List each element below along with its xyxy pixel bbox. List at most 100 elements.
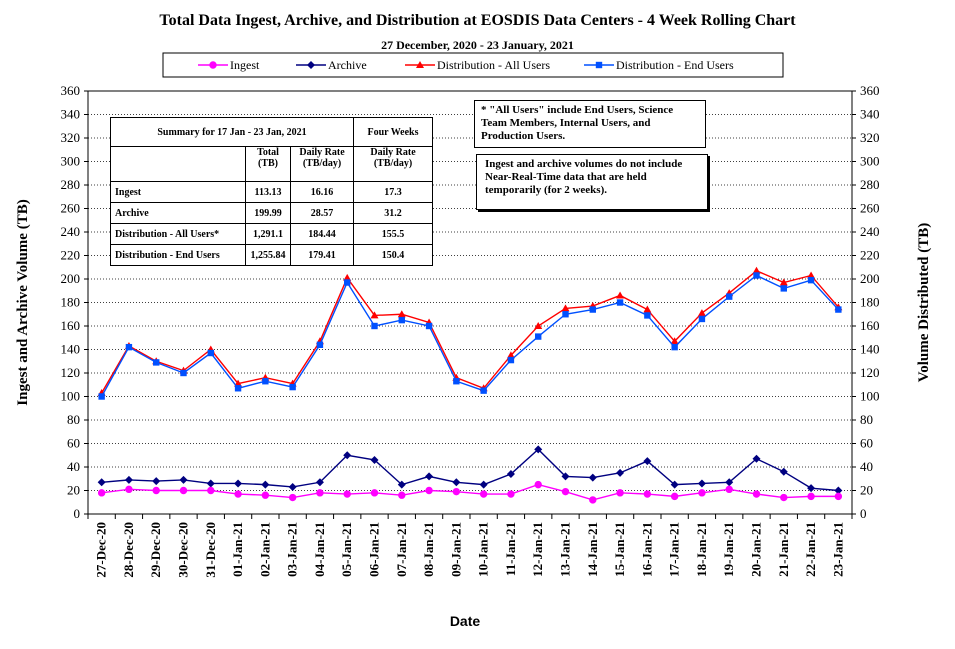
data-point-ingest [179, 486, 188, 495]
data-point-archive [643, 457, 652, 466]
cell-daily: 16.16 [290, 181, 354, 203]
row-label-dist-end: Distribution - End Users [110, 244, 246, 266]
y-tick-label-right: 240 [860, 224, 880, 239]
data-point-distribution-end-users [289, 383, 296, 391]
data-point-ingest [807, 492, 815, 501]
cell-total: 199.99 [245, 202, 291, 224]
x-tick-label: 05-Jan-21 [339, 522, 354, 577]
data-point-ingest [370, 489, 379, 497]
data-point-distribution-end-users [180, 369, 187, 377]
data-point-distribution-end-users [726, 293, 733, 300]
y-tick-label-left: 200 [61, 271, 81, 286]
y-tick-label-right: 180 [860, 295, 880, 310]
legend: Ingest Archive Distribution - All Users Dis… [162, 52, 784, 78]
y-tick-label-right: 280 [860, 177, 880, 192]
data-point-archive [779, 467, 788, 476]
data-point-distribution-end-users [780, 285, 787, 292]
data-point-ingest [834, 492, 843, 501]
series-ingest [97, 480, 843, 504]
y-tick-label-left: 60 [67, 436, 80, 451]
data-point-archive [807, 484, 816, 493]
cell-total: 1,255.84 [245, 244, 291, 266]
data-point-archive [506, 470, 515, 479]
data-point-archive [670, 480, 679, 489]
data-point-archive [752, 454, 761, 463]
y-axis-label-left: Ingest and Archive Volume (TB) [15, 199, 31, 405]
data-point-distribution-all-users [643, 305, 652, 313]
y-tick-label-left: 40 [67, 459, 80, 474]
data-point-distribution-end-users [480, 387, 487, 394]
cell-total: 1,291.1 [245, 223, 291, 245]
y-tick-label-right: 20 [860, 483, 873, 498]
data-point-ingest [343, 490, 351, 498]
x-tick-label: 21-Jan-21 [776, 522, 791, 577]
cell-daily: 28.57 [290, 202, 354, 224]
data-point-ingest [752, 490, 761, 498]
data-point-distribution-all-users [697, 309, 706, 317]
legend-marker-archive [307, 61, 315, 69]
data-point-archive [534, 445, 543, 454]
y-tick-label-right: 300 [860, 154, 880, 169]
legend-marker-distribution-end-users [595, 61, 603, 69]
y-tick-label-left: 160 [61, 318, 81, 333]
data-point-ingest [125, 485, 133, 494]
data-point-ingest [643, 490, 652, 498]
x-tick-label: 20-Jan-21 [749, 522, 764, 577]
y-tick-label-left: 180 [61, 295, 81, 310]
col-daily-header: Daily Rate (TB/day) [290, 146, 354, 182]
data-point-archive [588, 473, 597, 482]
data-point-archive [616, 468, 625, 477]
cell-total: 113.13 [245, 181, 291, 203]
legend-label-archive: Archive [328, 58, 367, 72]
x-tick-label: 11-Jan-21 [503, 522, 518, 576]
legend-box [162, 52, 784, 78]
summary-corner [110, 146, 246, 182]
chart-subtitle: 27 December, 2020 - 23 January, 2021 [381, 38, 574, 52]
data-point-distribution-end-users [616, 299, 624, 306]
row-label-ingest: Ingest [110, 181, 246, 203]
cell-daily: 179.41 [290, 244, 354, 266]
y-tick-label-left: 300 [61, 154, 81, 169]
y-tick-label-right: 160 [860, 318, 880, 333]
data-point-archive [206, 479, 215, 488]
series-distribution-end-users [98, 272, 842, 400]
x-tick-label: 22-Jan-21 [803, 522, 818, 577]
x-tick-label: 10-Jan-21 [476, 522, 491, 577]
x-tick-label: 02-Jan-21 [257, 522, 272, 577]
series-line-distribution-end-users [101, 274, 839, 397]
legend-label-distribution-end-users: Distribution - End Users [616, 58, 734, 72]
x-tick-label: 08-Jan-21 [421, 522, 436, 577]
y-tick-label-left: 120 [61, 365, 81, 380]
row-label-archive: Archive [110, 202, 246, 224]
y-tick-label-right: 140 [860, 342, 880, 357]
x-tick-label: 31-Dec-20 [203, 522, 218, 578]
data-point-archive [179, 475, 188, 484]
data-point-ingest [507, 490, 515, 498]
data-point-archive [234, 479, 243, 488]
chart-title: Total Data Ingest, Archive, and Distribu… [159, 12, 796, 29]
data-point-ingest [316, 489, 324, 497]
data-point-ingest [589, 496, 597, 504]
y-tick-label-right: 340 [860, 107, 880, 122]
cell-four: 17.3 [353, 181, 433, 203]
data-point-archive [370, 455, 379, 464]
data-point-distribution-end-users [207, 349, 214, 357]
data-point-distribution-all-users [779, 278, 788, 286]
data-point-distribution-end-users [671, 343, 678, 351]
data-point-distribution-all-users [343, 273, 352, 281]
data-point-distribution-all-users [752, 266, 761, 274]
x-tick-label: 19-Jan-21 [721, 522, 736, 577]
data-point-distribution-end-users [344, 279, 351, 286]
data-point-ingest [425, 486, 433, 495]
data-point-distribution-end-users [507, 356, 515, 364]
y-axis-label-right: Volume Distributed (TB) [916, 223, 932, 382]
cell-four: 155.5 [353, 223, 433, 245]
x-tick-label: 16-Jan-21 [639, 522, 654, 577]
data-point-archive [124, 475, 133, 484]
series-distribution-all-users [97, 266, 843, 396]
data-point-ingest [152, 486, 160, 495]
data-point-distribution-all-users [670, 337, 679, 345]
data-point-distribution-end-users [589, 306, 596, 313]
y-tick-label-left: 360 [61, 83, 81, 98]
